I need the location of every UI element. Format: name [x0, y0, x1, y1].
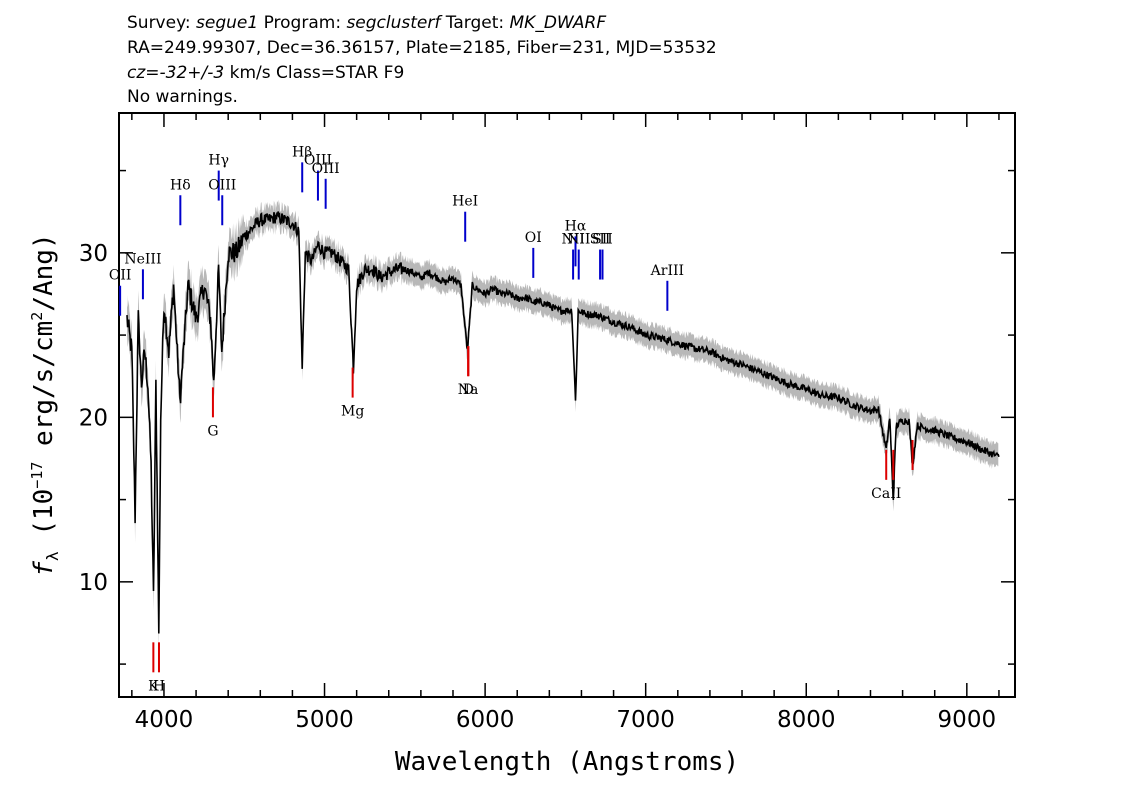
- absorption-line-label: Mg: [341, 404, 364, 420]
- error-band: [127, 199, 999, 654]
- absorption-line-label: H: [153, 678, 165, 694]
- emission-line-label: NII: [567, 232, 590, 248]
- header-line-survey: Survey: segue1 Program: segclusterf Targ…: [127, 13, 606, 33]
- y-axis-title: fλ (10−17 erg/s/cm2/Ang): [28, 233, 62, 576]
- x-tick-label: 7000: [616, 707, 675, 733]
- spectrum-line: [126, 211, 1000, 634]
- absorption-line-label: CaII: [871, 486, 901, 502]
- emission-line-label: OI: [525, 230, 542, 246]
- emission-line-label: OIII: [208, 177, 236, 193]
- emission-line-label: ArIII: [650, 263, 684, 279]
- x-tick-label: 6000: [456, 707, 515, 733]
- y-tick-label: 10: [79, 570, 108, 596]
- header-line-warnings: No warnings.: [127, 87, 238, 107]
- x-axis-title: Wavelength (Angstroms): [395, 747, 739, 777]
- emission-line-label: Hβ: [292, 144, 312, 160]
- emission-line-label: Hα: [565, 218, 587, 234]
- emission-line-label: OIII: [312, 161, 340, 177]
- emission-line-label: HeI: [452, 194, 478, 210]
- x-tick-label: 9000: [938, 707, 997, 733]
- absorption-line-markers: KH G Mg NaD CaII: [148, 346, 914, 694]
- emission-line-label: SII: [592, 232, 613, 248]
- emission-line-label: OIII: [304, 153, 332, 169]
- absorption-line-label: Na: [458, 382, 479, 398]
- absorption-line-label: D: [463, 382, 474, 398]
- spectrum-series: [126, 211, 1000, 634]
- y-tick-label: 30: [79, 241, 108, 267]
- x-tick-label: 8000: [777, 707, 836, 733]
- x-tick-label: 5000: [295, 707, 354, 733]
- header-line-coords: RA=249.99307, Dec=36.36157, Plate=2185, …: [127, 38, 717, 58]
- emission-line-label: NII: [561, 232, 584, 248]
- absorption-line-label: K: [148, 678, 159, 694]
- emission-line-label: OII: [109, 268, 132, 284]
- axis-tick-labels: 4000 5000 6000 7000 8000 9000 10 20 30: [79, 241, 996, 733]
- plot-frame: [118, 112, 1016, 698]
- emission-line-label: NeIII: [124, 251, 161, 267]
- x-tick-label: 4000: [135, 707, 194, 733]
- emission-line-label: SII: [590, 232, 611, 248]
- y-tick-label: 20: [79, 405, 108, 431]
- error-band-area: [127, 199, 999, 654]
- header-line-redshift: cz=-32+/-3 km/s Class=STAR F9: [127, 63, 404, 83]
- emission-line-label: Hδ: [170, 177, 191, 193]
- emission-line-label: Hγ: [208, 153, 229, 169]
- axis-ticks: [119, 113, 1015, 697]
- absorption-line-label: G: [207, 423, 218, 439]
